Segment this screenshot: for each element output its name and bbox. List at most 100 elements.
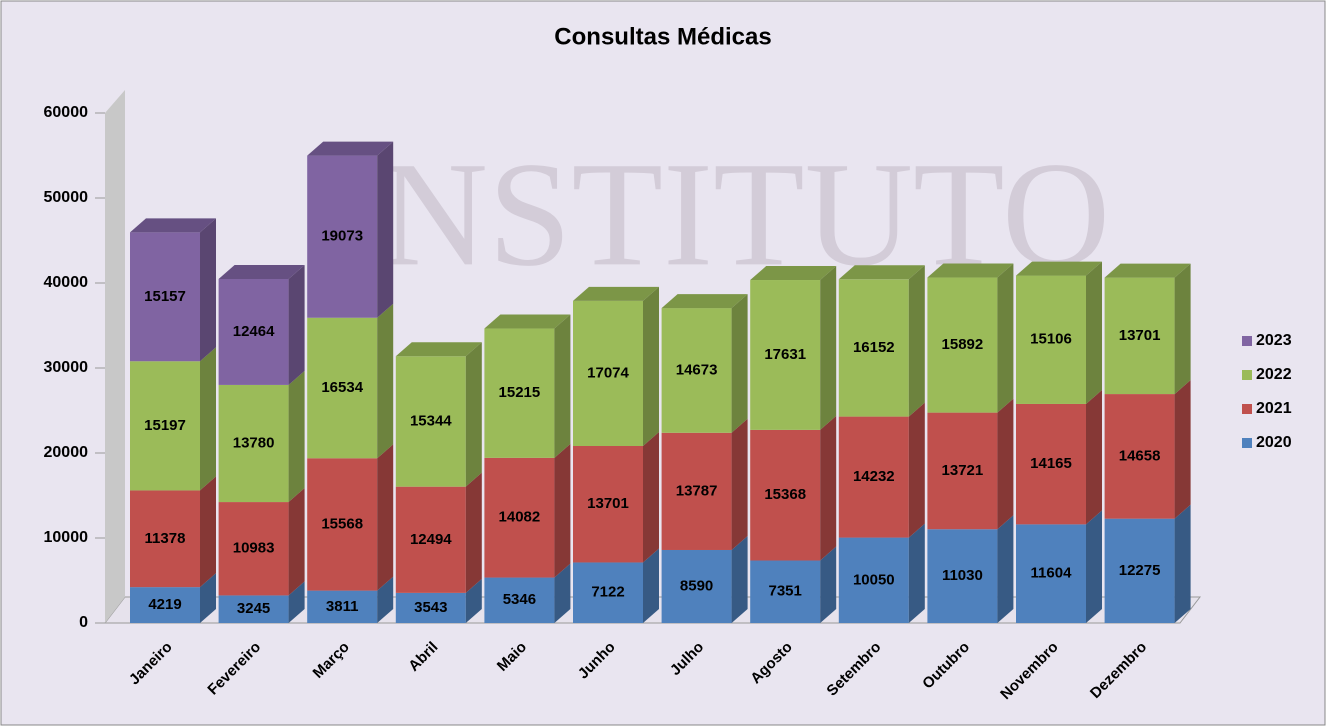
bar-side	[554, 443, 571, 578]
chart-title: Consultas Médicas	[554, 23, 771, 50]
bar-side	[288, 370, 305, 503]
value-label: 16152	[853, 339, 895, 356]
value-label: 8590	[680, 577, 713, 594]
value-label: 17631	[764, 346, 806, 363]
value-label: 14673	[676, 361, 718, 378]
bar-segment	[395, 592, 466, 623]
bar-side	[288, 488, 305, 596]
legend-label: 2021	[1256, 400, 1292, 417]
bar-segment	[927, 412, 998, 530]
bar-side	[554, 563, 571, 623]
bar-segment	[573, 562, 643, 623]
y-tick-label: 20000	[44, 444, 89, 461]
value-label: 14658	[1119, 447, 1161, 464]
bar-top	[307, 141, 394, 156]
bar-top	[218, 264, 305, 279]
bar-side	[1174, 380, 1191, 519]
bar-side	[377, 141, 394, 318]
bar-segment	[661, 432, 732, 550]
bar-side	[731, 294, 748, 433]
bar-segment	[1016, 275, 1086, 404]
back-wall	[105, 90, 125, 623]
value-label: 7122	[591, 584, 624, 601]
bar-side	[908, 523, 925, 623]
value-label: 4219	[148, 596, 181, 613]
bar-side	[465, 342, 482, 487]
y-tick-label: 30000	[44, 359, 89, 376]
value-label: 12275	[1119, 562, 1161, 579]
value-label: 15568	[321, 515, 363, 532]
bar-top	[573, 286, 659, 301]
y-tick-label: 50000	[44, 189, 89, 206]
bar-side	[1086, 510, 1102, 623]
bar-segment	[307, 590, 378, 623]
value-label: 15197	[144, 417, 186, 434]
legend-swatch	[1242, 438, 1252, 448]
bar-segment	[218, 595, 289, 623]
bar-side	[731, 535, 748, 623]
legend-label: 2023	[1256, 332, 1292, 349]
bar-side	[908, 402, 925, 538]
value-label: 10050	[853, 571, 895, 588]
value-label: 14165	[1030, 455, 1072, 472]
bar-segment	[484, 328, 555, 458]
bar-segment	[395, 356, 466, 487]
bar-segment	[838, 537, 909, 623]
bar-side	[465, 472, 482, 593]
bar-side	[731, 418, 748, 550]
value-label: 15157	[144, 288, 186, 305]
bar-segment	[838, 279, 909, 417]
legend-label: 2022	[1256, 366, 1292, 383]
bar-segment	[1104, 277, 1175, 395]
bar-segment	[573, 300, 643, 447]
bar-side	[200, 476, 216, 588]
value-label: 13701	[1119, 327, 1161, 344]
bar-segment	[218, 384, 289, 503]
bar-side	[643, 286, 659, 447]
bar-side	[1086, 389, 1102, 525]
bar-top	[661, 294, 748, 309]
bar-segment	[307, 155, 378, 318]
bar-side	[1174, 263, 1191, 395]
bar-side	[997, 263, 1014, 413]
legend-label: 2020	[1256, 434, 1292, 451]
value-label: 16534	[321, 379, 363, 396]
bar-segment	[307, 317, 378, 459]
bar-side	[820, 266, 837, 430]
legend-swatch	[1242, 370, 1252, 380]
bar-segment	[750, 560, 821, 623]
y-tick-label: 10000	[44, 529, 89, 546]
bar-segment	[484, 457, 555, 578]
bar-segment	[838, 416, 909, 538]
bar-side	[997, 398, 1014, 530]
bar-side	[643, 432, 659, 563]
bar-side	[1174, 504, 1191, 623]
value-label: 11030	[942, 567, 983, 584]
value-label: 11604	[1031, 565, 1073, 582]
bar-segment	[661, 549, 732, 623]
bar-top	[750, 266, 837, 281]
bar-side	[997, 515, 1014, 623]
value-label: 15368	[764, 486, 806, 503]
y-tick-label: 0	[79, 614, 88, 631]
bar-top	[1104, 263, 1191, 278]
legend-swatch	[1242, 336, 1252, 346]
value-label: 15106	[1030, 331, 1072, 348]
bar-side	[1086, 261, 1102, 404]
bar-segment	[1104, 394, 1175, 519]
bar-side	[200, 573, 216, 623]
bar-segment	[1016, 524, 1086, 623]
value-label: 14082	[499, 509, 541, 526]
value-label: 19073	[321, 228, 363, 245]
bar-side	[643, 548, 659, 623]
bar-segment	[395, 486, 466, 593]
bar-side	[820, 415, 837, 561]
bar-segment	[573, 446, 643, 563]
value-label: 7351	[769, 583, 802, 600]
value-label: 15892	[942, 336, 984, 353]
value-label: 13721	[942, 462, 984, 479]
bar-side	[820, 546, 837, 623]
bar-segment	[218, 278, 289, 385]
bar-top	[484, 314, 571, 329]
